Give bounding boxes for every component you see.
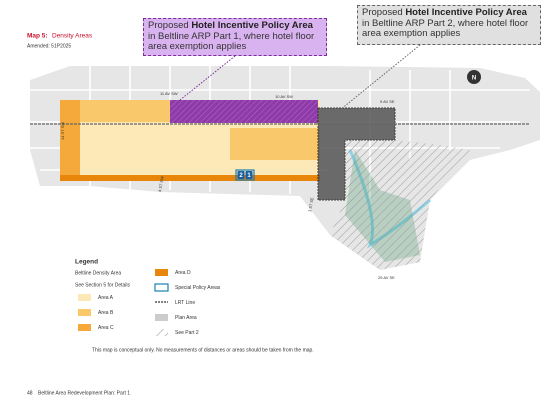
hotel-area-1 xyxy=(170,100,318,123)
swatch xyxy=(78,294,91,301)
area-b xyxy=(60,100,170,122)
special-policy-area xyxy=(235,169,255,181)
street-label: 1 ST SE xyxy=(307,197,315,213)
swatch xyxy=(155,314,168,321)
legend-label: LRT Line xyxy=(175,300,195,306)
callout-text: Proposed xyxy=(362,7,406,18)
legend-label: Area B xyxy=(98,310,114,316)
swatch xyxy=(78,309,91,316)
legend-title: Legend xyxy=(75,259,98,266)
street-label: 10 AV SW xyxy=(275,94,293,99)
legend-note: See Section 5 for Details xyxy=(75,282,131,288)
map-title: Density Areas xyxy=(52,33,93,40)
street-label: 14 ST SW xyxy=(60,122,65,140)
callout-text: Proposed xyxy=(148,20,192,31)
legend-label: See Part 2 xyxy=(175,330,199,336)
legend-label: Area C xyxy=(98,325,114,331)
swatch xyxy=(78,324,91,331)
legend-label: Area D xyxy=(175,270,191,276)
callout-emphasis: Hotel Incentive Policy Area xyxy=(191,20,313,31)
legend-label: Special Policy Areas xyxy=(175,285,221,291)
street-label: 25 AV SE xyxy=(378,275,395,280)
badge-label: 2 xyxy=(239,173,243,179)
callout-emphasis: Hotel Incentive Policy Area xyxy=(405,7,527,18)
badge-label: 1 xyxy=(247,173,251,179)
amended: Amended: 51P2025 xyxy=(27,43,71,49)
callout-text: in Beltline ARP Part 1, where hotel floo… xyxy=(148,30,315,52)
legend-label: Plan Area xyxy=(175,315,197,321)
street-label: 9 AV SE xyxy=(380,99,395,104)
callout: Proposed Hotel Incentive Policy Area in … xyxy=(357,5,541,45)
swatch xyxy=(154,283,169,292)
disclaimer: This map is conceptual only. No measurem… xyxy=(92,347,314,353)
callout-text: in Beltline ARP Part 2, where hotel floo… xyxy=(362,17,529,39)
part-2 xyxy=(330,140,470,270)
page-number: 48 xyxy=(27,390,33,396)
north-arrow xyxy=(467,70,481,84)
street-label: 11 AV SW xyxy=(160,91,178,96)
legend-label: Area A xyxy=(98,295,114,301)
badge xyxy=(237,171,245,179)
map-label: Map 5: xyxy=(27,33,48,40)
north-label: N xyxy=(472,76,476,82)
badge xyxy=(245,171,253,179)
callout: Proposed Hotel Incentive Policy Area in … xyxy=(143,18,327,56)
swatch xyxy=(155,329,168,336)
swatch xyxy=(155,269,168,276)
area-c xyxy=(60,100,80,180)
footer-title: Beltline Area Redevelopment Plan: Part 1 xyxy=(38,390,130,396)
street-label: 4 ST SW xyxy=(157,176,165,193)
legend-subtitle: Beltline Density Area xyxy=(75,270,121,276)
area-d xyxy=(60,175,320,181)
area-b xyxy=(230,128,320,160)
leader xyxy=(339,44,421,111)
